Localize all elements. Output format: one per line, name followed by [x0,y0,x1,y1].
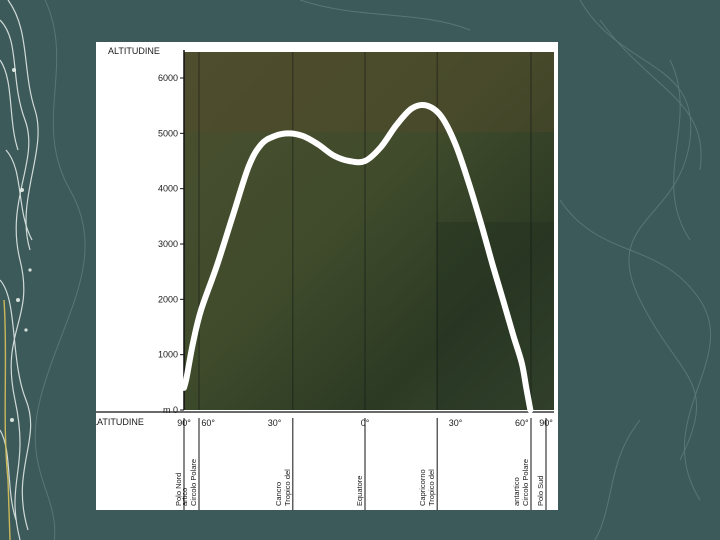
x-tick-label: 60° [515,418,529,428]
zone-label-line: Circolo Polare [521,459,530,506]
zone-label-line: Tropico del [283,469,292,506]
y-tick-label: 5000 [158,128,178,138]
y-tick-labels: 6000 5000 4000 3000 2000 1000 m 0 [158,73,184,415]
x-tick-label: 30° [449,418,463,428]
zone-label-line: Equatore [355,476,364,506]
zone-label: Equatore [355,476,364,506]
zone-label: Polo Sud [536,476,545,506]
y-tick-label: 6000 [158,73,178,83]
altitude-latitude-chart: ALTITUDINE LATITUDINE 6000 5000 4000 3000 20… [96,46,554,510]
y-tick-label: m 0 [163,405,178,415]
y-tick-label: 2000 [158,294,178,304]
chart-panel: ALTITUDINE LATITUDINE 6000 5000 4000 3000 20… [96,42,558,510]
zone-label-line: artico [180,488,189,506]
zone-label-line: Capricorno [418,469,427,506]
chart-photo-haze [184,52,554,132]
chart-photo-background [184,52,554,410]
chart-gridlines [198,52,532,410]
y-axis-title: ALTITUDINE [108,46,160,56]
zone-label-line: antartico [512,477,521,506]
zone-label-line: Cancro [274,482,283,506]
zone-label-line: Polo Nord [174,473,183,506]
zone-label: Polo Nord [174,473,183,506]
x-tick-label: 30° [268,418,282,428]
altitude-profile-curve [181,102,534,413]
chart-photo-shade [436,222,554,410]
zone-label-line: Polo Sud [536,476,545,506]
x-tick-label: 60° [201,418,215,428]
zone-label-line: Tropico del [427,469,436,506]
zone-label-line: Circolo Polare [189,459,198,506]
x-axis-title: LATITUDINE [96,417,144,427]
y-tick-label: 3000 [158,239,178,249]
y-tick-label: 1000 [158,350,178,360]
y-tick-label: 4000 [158,184,178,194]
